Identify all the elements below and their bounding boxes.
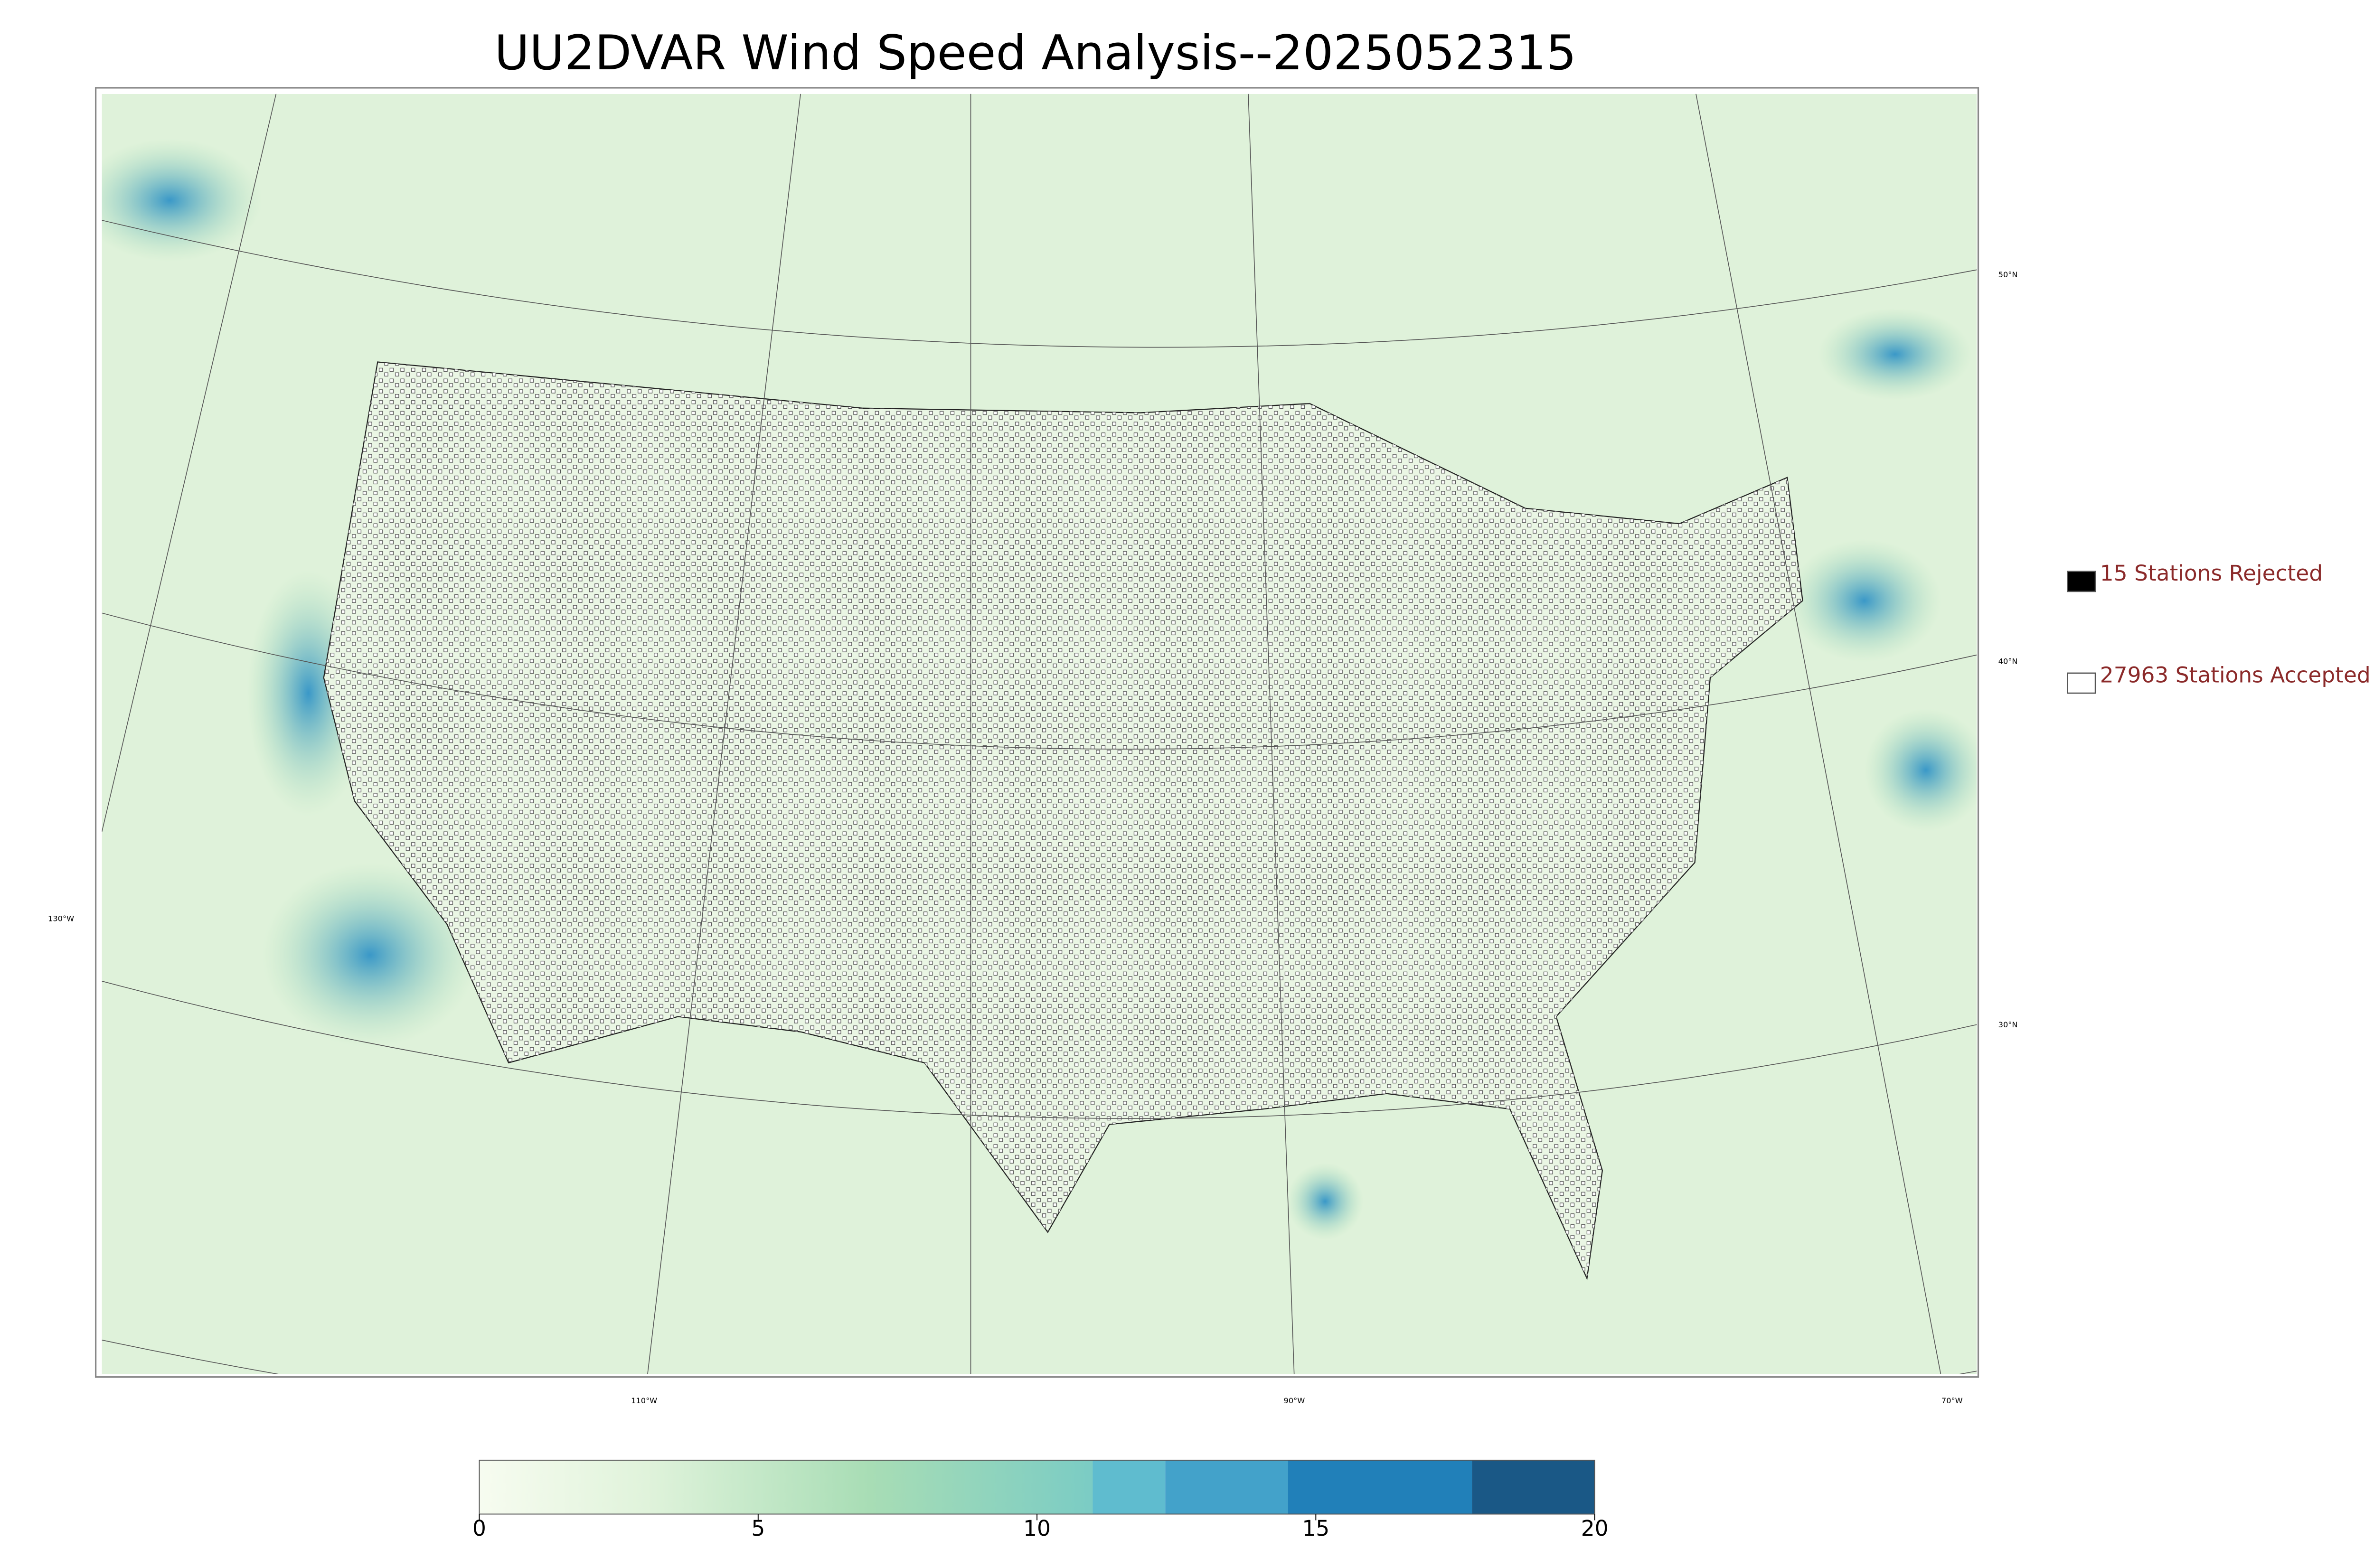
colorbar-block	[1472, 1460, 1595, 1514]
colorbar-tick-label: 5	[751, 1516, 765, 1541]
colorbar-tick-label: 15	[1302, 1516, 1329, 1541]
colorbar-tick-label: 0	[472, 1516, 486, 1541]
wind-patch	[1864, 708, 1977, 832]
wind-patch	[102, 139, 262, 262]
lon-label: 70°W	[1941, 1396, 1963, 1405]
legend: 15 Stations Rejected 27963 Stations Accep…	[2067, 561, 2371, 694]
wind-patch	[1787, 539, 1941, 663]
lon-label: 90°W	[1284, 1396, 1305, 1405]
colorbar-block	[1165, 1460, 1288, 1514]
wind-patch	[1818, 308, 1972, 401]
lon-label: 130°W	[48, 914, 74, 923]
longitude-line	[102, 94, 1941, 1374]
station-markers	[323, 362, 1803, 1279]
wind-patch	[262, 862, 478, 1048]
colorbar-gradient	[479, 1460, 1093, 1514]
lat-label: 40°N	[1998, 657, 2018, 666]
legend-swatch	[2067, 672, 2096, 694]
colorbar-tick-label: 10	[1023, 1516, 1051, 1541]
latitude-line	[102, 220, 1977, 1374]
colorbar-tick-label: 20	[1581, 1516, 1609, 1541]
colorbar-block	[1093, 1460, 1166, 1514]
lon-label: 110°W	[631, 1396, 657, 1405]
lat-label: 50°N	[1998, 270, 2018, 279]
colorbar: 0 5 10 15 20	[472, 1459, 1609, 1541]
legend-label: 15 Stations Rejected	[2100, 561, 2323, 586]
lat-label: 30°N	[1998, 1020, 2018, 1029]
wind-patch	[1286, 1163, 1364, 1240]
colorbar-block	[1288, 1460, 1472, 1514]
legend-swatch	[2067, 571, 2096, 592]
title: UU2DVAR Wind Speed Analysis--2025052315	[494, 25, 1576, 81]
map-area	[102, 94, 1977, 1374]
legend-label: 27963 Stations Accepted	[2100, 662, 2371, 687]
